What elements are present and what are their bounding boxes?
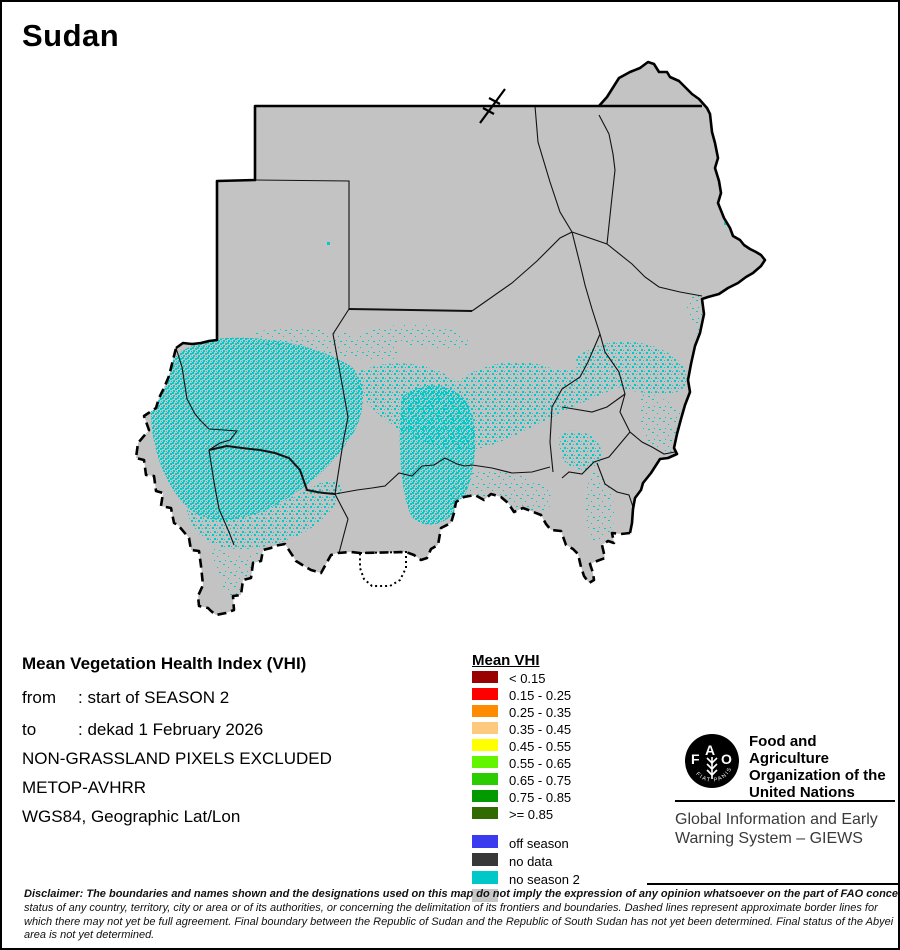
legend-label: 0.25 - 0.35 xyxy=(509,705,572,720)
giews-line: Warning System – GIEWS xyxy=(675,830,863,847)
to-label: to xyxy=(22,720,37,739)
page-title: Sudan xyxy=(22,18,120,53)
svg-text:F: F xyxy=(691,751,700,767)
fao-name-line: United Nations xyxy=(749,784,855,801)
footer-divider xyxy=(647,883,898,885)
legend-label-off-season: off season xyxy=(509,836,569,851)
to-value: : dekad 1 February 2026 xyxy=(78,720,264,739)
legend-swatch-partial xyxy=(472,889,498,902)
legend-swatch-off-season xyxy=(472,835,498,848)
giews-name: Global Information and Early Warning Sys… xyxy=(675,810,878,848)
legend-swatch-no-data xyxy=(472,853,498,866)
legend-swatch xyxy=(472,756,498,768)
sensor-note: METOP-AVHRR xyxy=(22,778,147,797)
fao-name: Food and Agriculture Organization of the… xyxy=(749,733,898,801)
disclaimer-line: status of any country, territory, city o… xyxy=(24,901,878,914)
fao-logo: F A O FIAT PANIS xyxy=(685,734,739,788)
legend-swatch xyxy=(472,739,498,751)
vhi-from-row: from : start of SEASON 2 xyxy=(22,688,229,708)
svg-text:O: O xyxy=(721,751,732,767)
legend-title: Mean VHI xyxy=(472,652,540,669)
legend-label: < 0.15 xyxy=(509,671,546,686)
legend-label: 0.15 - 0.25 xyxy=(509,688,572,703)
fao-name-line: Food and Agriculture xyxy=(749,733,830,767)
disclaimer: Disclaimer: The boundaries and names sho… xyxy=(24,888,900,943)
railway-tick xyxy=(479,88,506,124)
legend-swatch xyxy=(472,807,498,819)
giews-line: Global Information and Early xyxy=(675,811,878,828)
legend-label: >= 0.85 xyxy=(509,807,554,822)
disclaimer-line: Disclaimer: The boundaries and names sho… xyxy=(24,888,900,900)
legend-swatch xyxy=(472,722,498,734)
fao-divider xyxy=(675,800,895,802)
legend-swatch xyxy=(472,773,498,785)
legend-label: 0.35 - 0.45 xyxy=(509,722,572,737)
legend-swatch xyxy=(472,671,498,683)
legend-label-no-season-2: no season 2 xyxy=(509,872,580,887)
projection-note: WGS84, Geographic Lat/Lon xyxy=(22,807,241,826)
disclaimer-line: which there may not yet be full agreemen… xyxy=(24,915,894,928)
legend-label: 0.65 - 0.75 xyxy=(509,773,572,788)
from-label: from xyxy=(22,688,56,707)
legend-swatch xyxy=(472,688,498,700)
disclaimer-line: area is not yet determined. xyxy=(24,929,155,942)
country-border-dashed-south xyxy=(134,347,631,617)
pixels-excluded-note: NON-GRASSLAND PIXELS EXCLUDED xyxy=(22,749,332,768)
legend-label: 0.55 - 0.65 xyxy=(509,756,572,771)
vhi-to-row: to : dekad 1 February 2026 xyxy=(22,720,263,740)
svg-text:A: A xyxy=(705,742,715,758)
legend-label-no-data: no data xyxy=(509,854,553,869)
legend-label: 0.75 - 0.85 xyxy=(509,790,572,805)
legend-swatch-no-season-2 xyxy=(472,871,498,884)
fao-name-line: Organization of the xyxy=(749,767,886,784)
legend-label: 0.45 - 0.55 xyxy=(509,739,572,754)
state-boundaries xyxy=(175,105,703,554)
vhi-heading: Mean Vegetation Health Index (VHI) xyxy=(22,654,307,673)
country-outline xyxy=(175,60,767,534)
abyei-dotted-boundary xyxy=(359,550,407,587)
from-value: : start of SEASON 2 xyxy=(78,688,230,707)
legend-swatch xyxy=(472,705,498,717)
legend-swatch xyxy=(472,790,498,802)
wheat-ear-icon xyxy=(706,757,718,779)
